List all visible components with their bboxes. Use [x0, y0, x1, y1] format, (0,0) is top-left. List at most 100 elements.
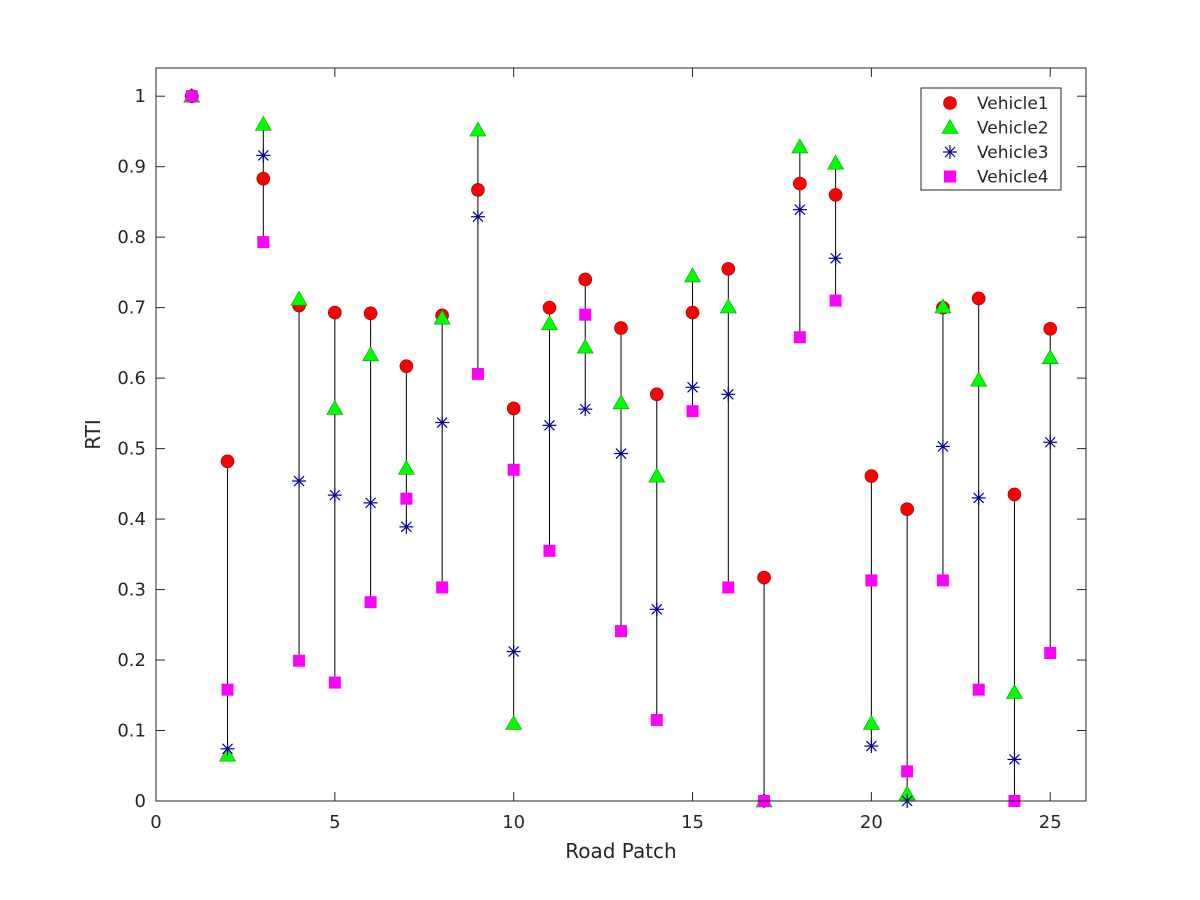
vehicle2-point	[827, 154, 845, 170]
vehicle3-point	[721, 387, 736, 402]
vehicle4-point	[328, 676, 341, 689]
y-tick-label: 0.6	[117, 368, 146, 389]
vehicle4-point	[471, 367, 484, 380]
vehicle3-point	[971, 490, 986, 505]
vehicle4-point	[829, 294, 842, 307]
legend-marker-vehicle4	[944, 170, 956, 183]
vehicle4-point	[722, 581, 735, 594]
y-tick-label: 0.9	[117, 157, 146, 178]
x-tick-label: 5	[329, 812, 340, 833]
vehicle4-point	[507, 463, 520, 476]
y-tick-label: 0	[135, 791, 146, 812]
vehicle3-point	[256, 148, 271, 163]
vehicle3-point	[363, 495, 378, 510]
vehicle4-point	[293, 654, 306, 667]
vehicle1-point	[793, 176, 807, 191]
vehicle3-point	[542, 418, 557, 433]
vehicle4-point	[686, 405, 699, 418]
y-tick-label: 0.2	[117, 650, 146, 671]
series-vehicle4	[185, 90, 1057, 807]
vehicle3-point	[864, 739, 879, 754]
vehicle3-point	[292, 474, 307, 489]
x-tick-label: 20	[860, 812, 883, 833]
vehicle3-point	[399, 519, 414, 534]
legend-label: Vehicle2	[977, 119, 1049, 139]
data-markers	[183, 87, 1059, 808]
vehicle2-point	[862, 714, 880, 730]
vehicle4-point	[865, 574, 878, 587]
vehicle2-point	[1041, 349, 1059, 364]
y-tick-label: 0.4	[117, 509, 146, 530]
y-tick-label: 0.1	[117, 721, 146, 742]
vehicle1-point	[256, 171, 271, 186]
legend-label: Vehicle1	[977, 94, 1049, 114]
vehicle1-point	[1007, 487, 1022, 502]
vehicle1-point	[757, 570, 771, 585]
vehicle2-point	[934, 298, 952, 314]
vehicle4-point	[579, 308, 592, 321]
vehicle3-point	[506, 644, 521, 659]
y-tick-label: 0.8	[117, 227, 146, 248]
vehicle1-point	[542, 300, 557, 315]
vehicle4-point	[650, 713, 663, 726]
vehicle3-point	[1007, 752, 1022, 767]
vehicle1-point	[471, 183, 485, 197]
vehicle2-point	[326, 399, 344, 415]
y-tick-label: 0.3	[117, 580, 146, 601]
vehicle3-point	[1043, 435, 1058, 450]
vehicle2-point	[540, 315, 558, 331]
x-axis-label: Road Patch	[565, 839, 676, 863]
vehicle3-point	[792, 202, 807, 217]
vehicle4-point	[936, 574, 949, 587]
axes-box	[155, 67, 1087, 802]
vehicle2-point	[433, 309, 451, 325]
x-axis-ticks: 0 5 10 15 20 25	[150, 68, 1062, 833]
x-tick-label: 0	[150, 812, 161, 833]
vehicle2-point	[505, 714, 523, 730]
vehicle1-point	[328, 305, 342, 320]
vehicle4-point	[972, 683, 985, 696]
vehicle2-point	[648, 467, 666, 483]
vehicle1-point	[399, 359, 414, 373]
vehicle3-point	[935, 439, 950, 454]
legend-marker-vehicle3	[943, 145, 957, 159]
vehicle4-point	[901, 765, 914, 778]
y-axis-ticks: 0 0.1 0.2 0.3 0.4 0.5 0.6 0.7 0.8 0.9 1	[117, 86, 1086, 812]
vehicle3-point	[327, 488, 342, 503]
vehicle3-point	[685, 380, 700, 395]
vehicle2-point	[970, 371, 988, 387]
y-axis-label: RTI	[81, 419, 105, 450]
vehicle1-point	[971, 291, 986, 306]
vehicle3-point	[649, 602, 664, 617]
y-tick-label: 0.7	[117, 298, 146, 319]
vehicle3-point	[470, 209, 485, 224]
vehicle2-point	[469, 121, 487, 137]
legend-label: Vehicle3	[977, 143, 1049, 163]
vehicle2-point	[576, 338, 594, 354]
vehicle4-point	[400, 492, 413, 505]
x-tick-label: 25	[1039, 812, 1062, 833]
vehicle2-point	[1005, 683, 1023, 699]
vehicle1-point	[900, 502, 914, 517]
legend: Vehicle1 Vehicle2 Vehicle3 Vehicle4	[920, 87, 1062, 191]
vehicle1-point	[220, 454, 235, 469]
vehicle1-point	[578, 272, 593, 287]
vehicle4-point	[257, 236, 270, 249]
legend-marker-vehicle1	[943, 96, 957, 110]
vehicle4-point	[185, 90, 198, 103]
vehicle2-point	[719, 298, 737, 314]
range-lines	[227, 124, 1051, 801]
vehicle2-point	[684, 267, 702, 283]
vehicle1-point	[721, 262, 736, 276]
legend-marker-vehicle2	[941, 118, 959, 134]
vehicle4-point	[436, 581, 449, 594]
x-tick-label: 15	[681, 812, 704, 833]
legend-label: Vehicle4	[977, 168, 1049, 188]
vehicle4-point	[221, 683, 234, 696]
y-tick-label: 0.5	[117, 439, 146, 460]
vehicle1-point	[614, 321, 628, 335]
vehicle3-point	[828, 251, 843, 266]
vehicle1-point	[828, 188, 843, 202]
vehicle2-point	[612, 394, 630, 410]
